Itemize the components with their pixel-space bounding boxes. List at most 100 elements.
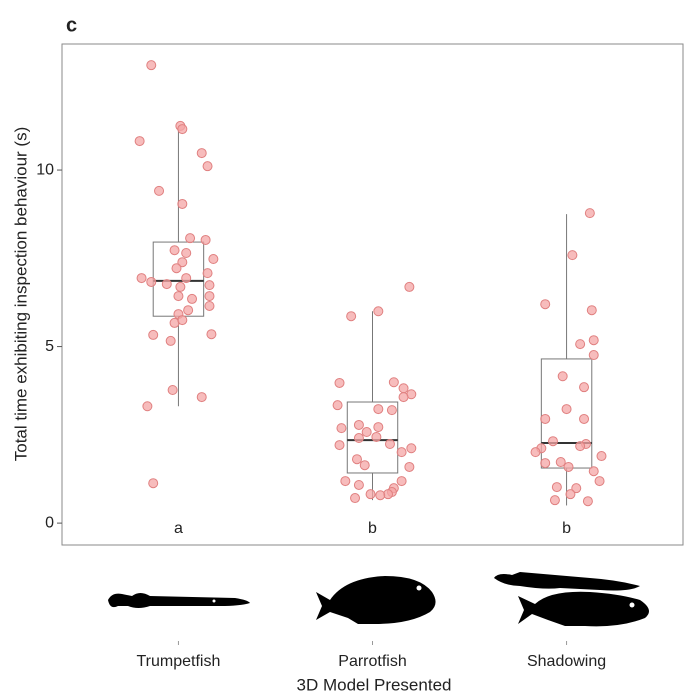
data-point (551, 482, 562, 493)
data-point (373, 422, 384, 433)
data-point (165, 335, 176, 346)
data-point (575, 441, 586, 452)
data-point (148, 329, 159, 340)
data-point (334, 377, 345, 388)
data-point (146, 60, 157, 71)
y-tick-label: 10 (36, 161, 54, 178)
data-point (582, 496, 593, 507)
data-point (181, 273, 192, 284)
data-point (373, 404, 384, 415)
data-point (404, 461, 415, 472)
data-point (148, 478, 159, 489)
data-point (204, 280, 215, 291)
data-point (208, 254, 219, 265)
x-tick-label: Shadowing (527, 653, 606, 670)
data-point (177, 257, 188, 268)
y-tick-label: 0 (45, 514, 54, 531)
data-point (596, 451, 607, 462)
data-point (187, 293, 198, 304)
data-point (336, 423, 347, 434)
data-point (134, 136, 145, 147)
data-point (177, 315, 188, 326)
data-point (136, 273, 147, 284)
x-tick-label: Trumpetfish (137, 653, 221, 670)
data-point (175, 281, 186, 292)
data-point (202, 161, 213, 172)
group-letter: b (368, 520, 377, 537)
data-point (171, 263, 182, 274)
data-point (167, 385, 178, 396)
data-point (579, 382, 590, 393)
data-point (353, 419, 364, 430)
data-point (351, 454, 362, 465)
data-point (555, 457, 566, 468)
data-point (398, 392, 409, 403)
data-point (540, 413, 551, 424)
data-point (398, 383, 409, 394)
trumpetfish-icon (108, 593, 250, 608)
data-point (185, 233, 196, 244)
data-point (375, 490, 386, 501)
data-point (561, 404, 572, 415)
data-point (567, 250, 578, 261)
data-point (332, 400, 343, 411)
data-point (365, 489, 376, 500)
data-point (388, 377, 399, 388)
fish-icons (108, 572, 649, 627)
data-point (540, 458, 551, 469)
data-point (588, 466, 599, 477)
data-point (183, 305, 194, 316)
data-point (396, 476, 407, 487)
x-axis-title: 3D Model Presented (297, 675, 452, 694)
data-point (588, 335, 599, 346)
data-point (575, 339, 586, 350)
data-point (346, 311, 357, 322)
data-point (549, 495, 560, 506)
data-point (200, 234, 211, 245)
x-tick-label: Parrotfish (338, 653, 406, 670)
parrotfish-icon (316, 576, 436, 624)
shadow-trumpet-icon (494, 572, 640, 591)
data-point (384, 439, 395, 450)
data-point (571, 483, 582, 494)
data-point (173, 291, 184, 302)
data-point (371, 431, 382, 442)
data-point (588, 350, 599, 361)
group-letter: a (174, 520, 183, 537)
data-point (142, 401, 153, 412)
data-point (340, 476, 351, 487)
data-point (353, 433, 364, 444)
data-point (353, 479, 364, 490)
data-point (177, 198, 188, 209)
data-point (146, 276, 157, 287)
data-point (594, 476, 605, 487)
fish-eye (629, 602, 635, 608)
data-point (334, 440, 345, 451)
panel-label: c (66, 14, 77, 36)
data-point (404, 281, 415, 292)
shadow-grouper-icon (518, 591, 649, 627)
data-point (206, 329, 217, 340)
data-point (579, 413, 590, 424)
data-point (565, 489, 576, 500)
data-point (204, 300, 215, 311)
y-axis-title: Total time exhibiting inspection behavio… (11, 127, 30, 462)
data-point (169, 245, 180, 256)
data-point (350, 493, 361, 504)
data-point (396, 447, 407, 458)
fish-eye (212, 599, 216, 603)
data-point (196, 392, 207, 403)
data-point (359, 460, 370, 471)
data-point (154, 185, 165, 196)
data-point (530, 447, 541, 458)
group-letter: b (562, 520, 571, 537)
panel-border (61, 43, 684, 546)
data-point (547, 436, 558, 447)
data-point (202, 268, 213, 279)
data-point (540, 299, 551, 310)
data-point (373, 306, 384, 317)
data-point (181, 248, 192, 259)
data-point (406, 443, 417, 454)
y-tick-label: 5 (45, 338, 54, 355)
